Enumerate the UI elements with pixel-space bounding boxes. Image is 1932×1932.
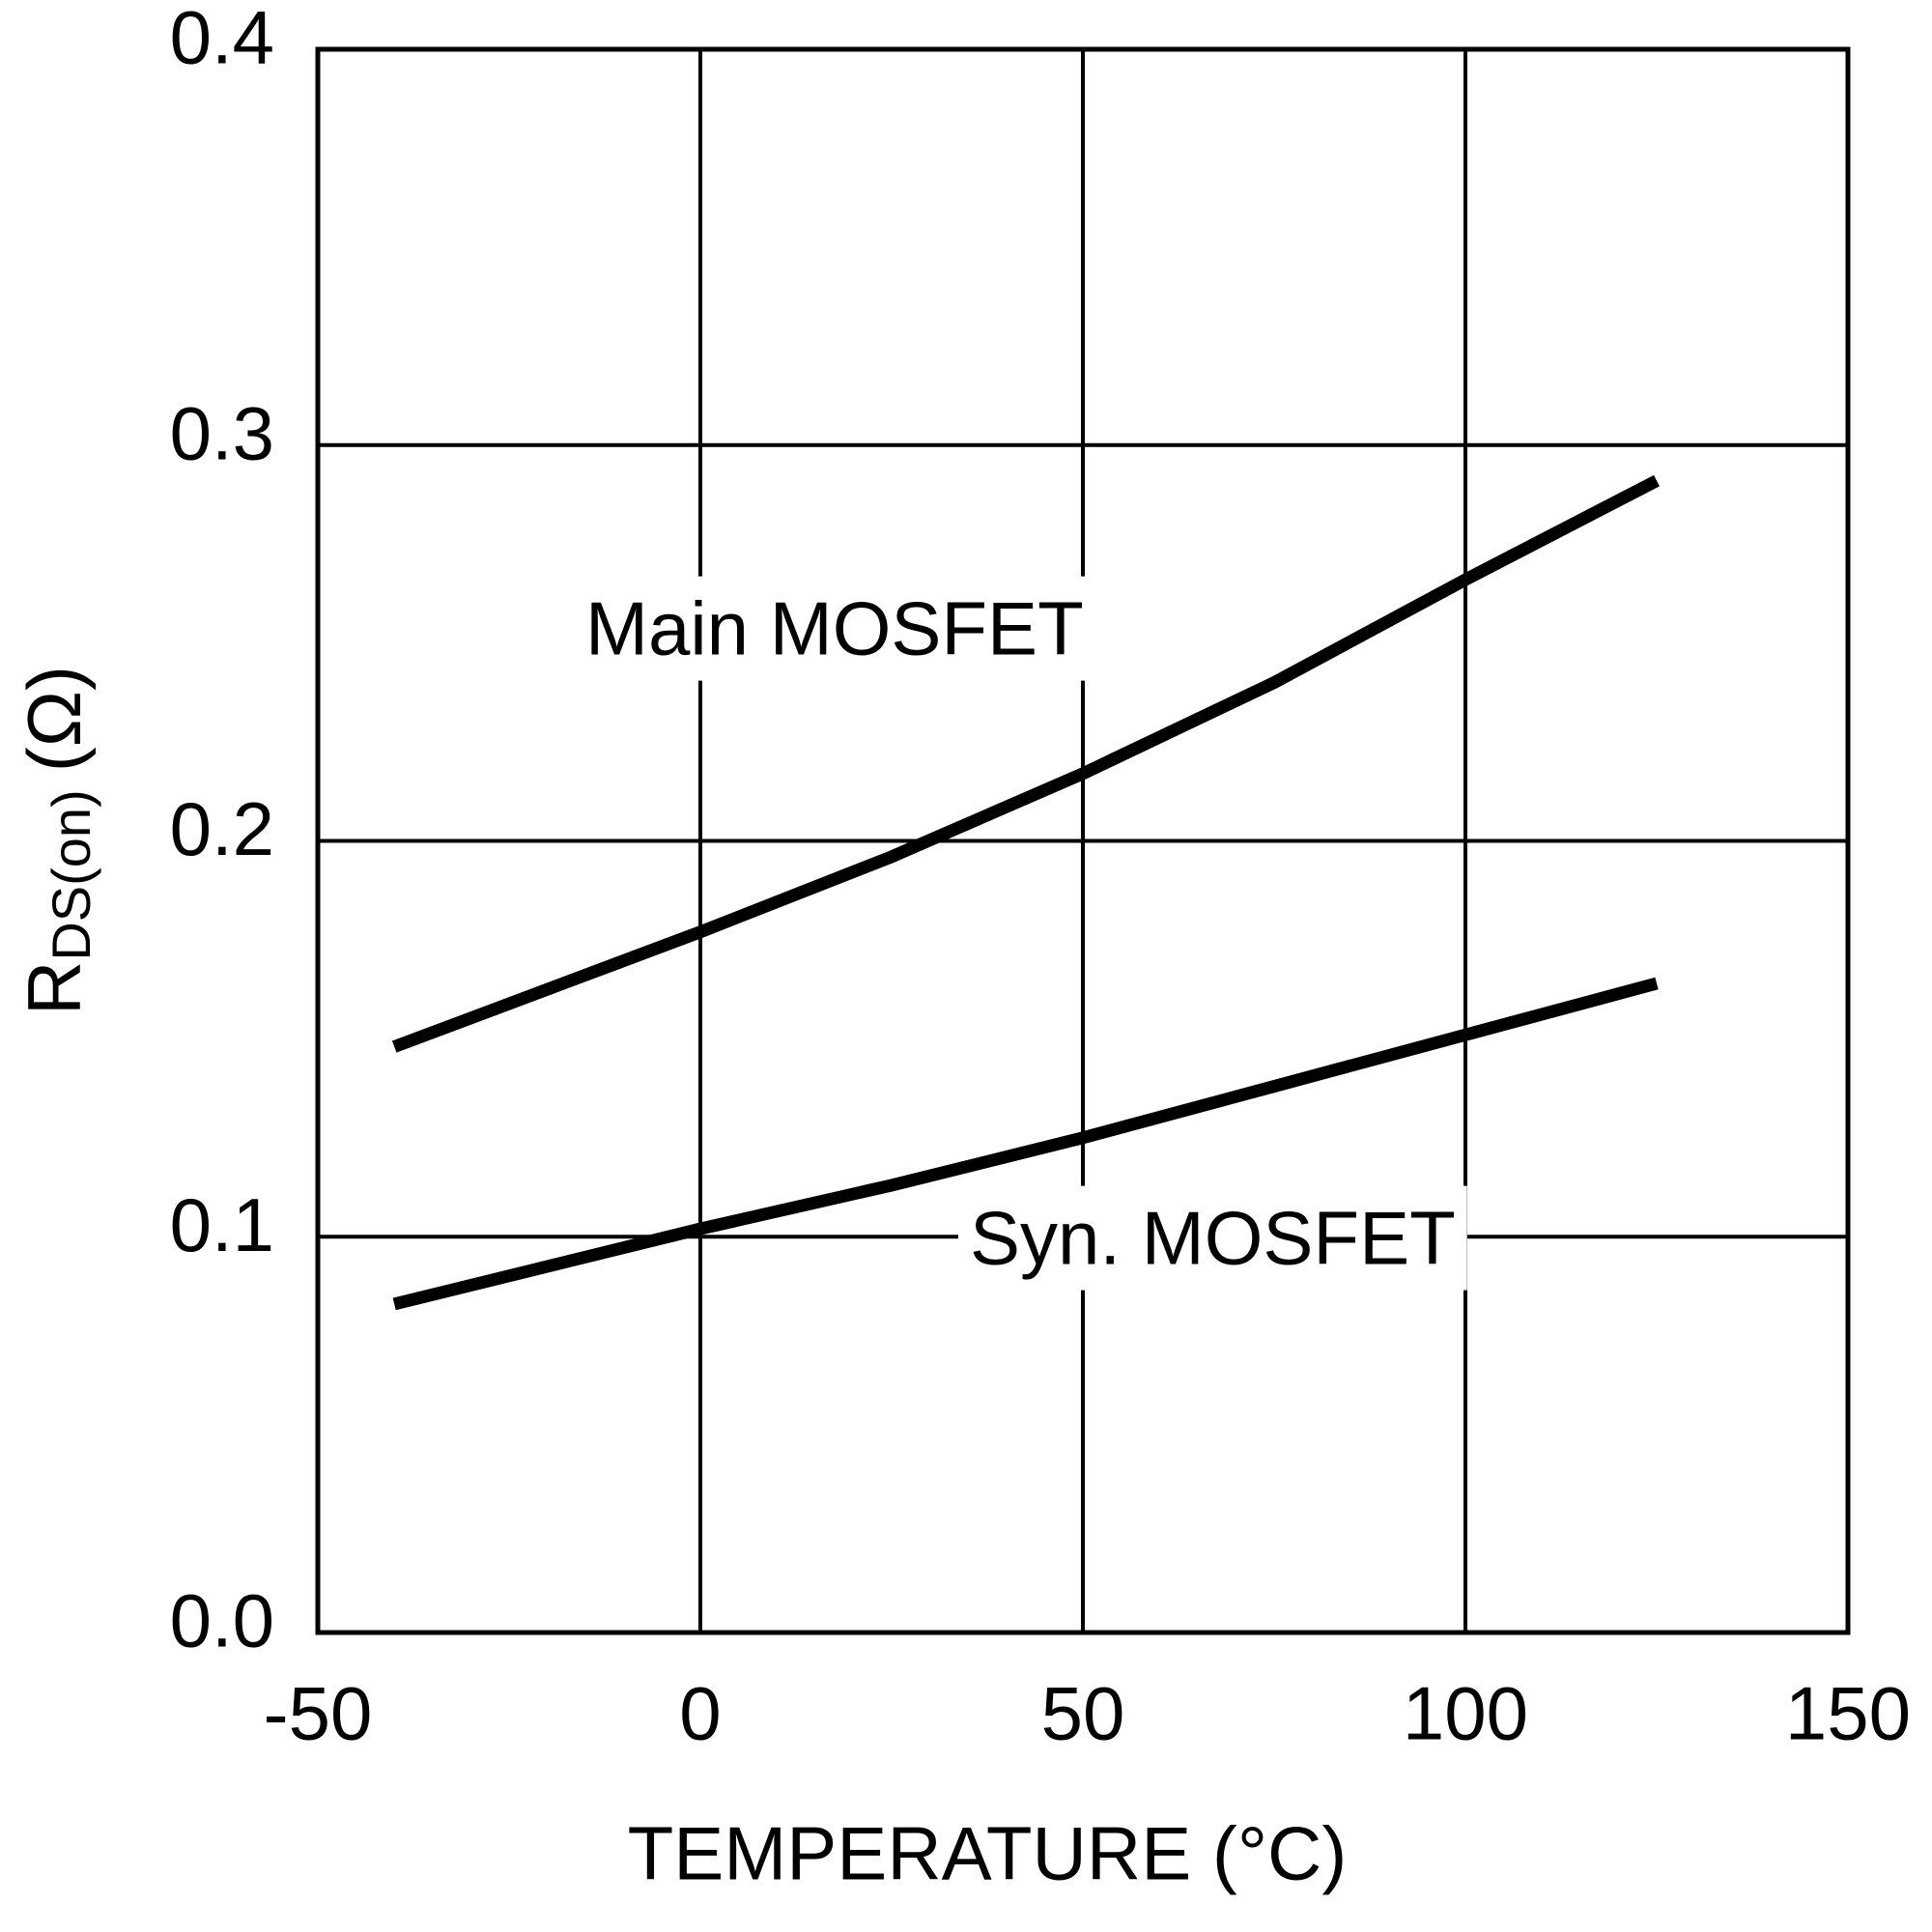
x-axis-label: TEMPERATURE (°C) [628,1811,1348,1896]
y-tick-label: 0.3 [170,390,274,475]
x-tick-label: 150 [1785,1671,1911,1756]
series-line [392,977,1659,1311]
y-tick-label: 0.2 [170,786,274,871]
series-label: Syn. MOSFET [970,1196,1456,1281]
x-tick-label: 100 [1403,1671,1528,1756]
series-label: Main MOSFET [585,586,1084,671]
plot-frame [315,46,1851,1635]
y-axis-label-subscript: DS(on) [41,789,101,960]
series-line [391,474,1660,1053]
series-label-bg [958,1185,1467,1291]
y-tick-label: 0.1 [170,1182,274,1267]
series-label-bg [574,576,1095,681]
grid [316,47,1850,1634]
y-tick-label: 0.4 [170,0,274,80]
marks [391,474,1660,1311]
y-axis-label: RDS(on) (Ω) [12,666,101,1015]
x-tick-label: 50 [1041,1671,1125,1756]
y-tick-label: 0.0 [170,1578,274,1663]
x-tick-label: -50 [264,1671,373,1756]
x-tick-label: 0 [679,1671,721,1756]
y-axis-label-unit: (Ω) [12,666,97,772]
y-axis-label-main: R [12,961,97,1015]
